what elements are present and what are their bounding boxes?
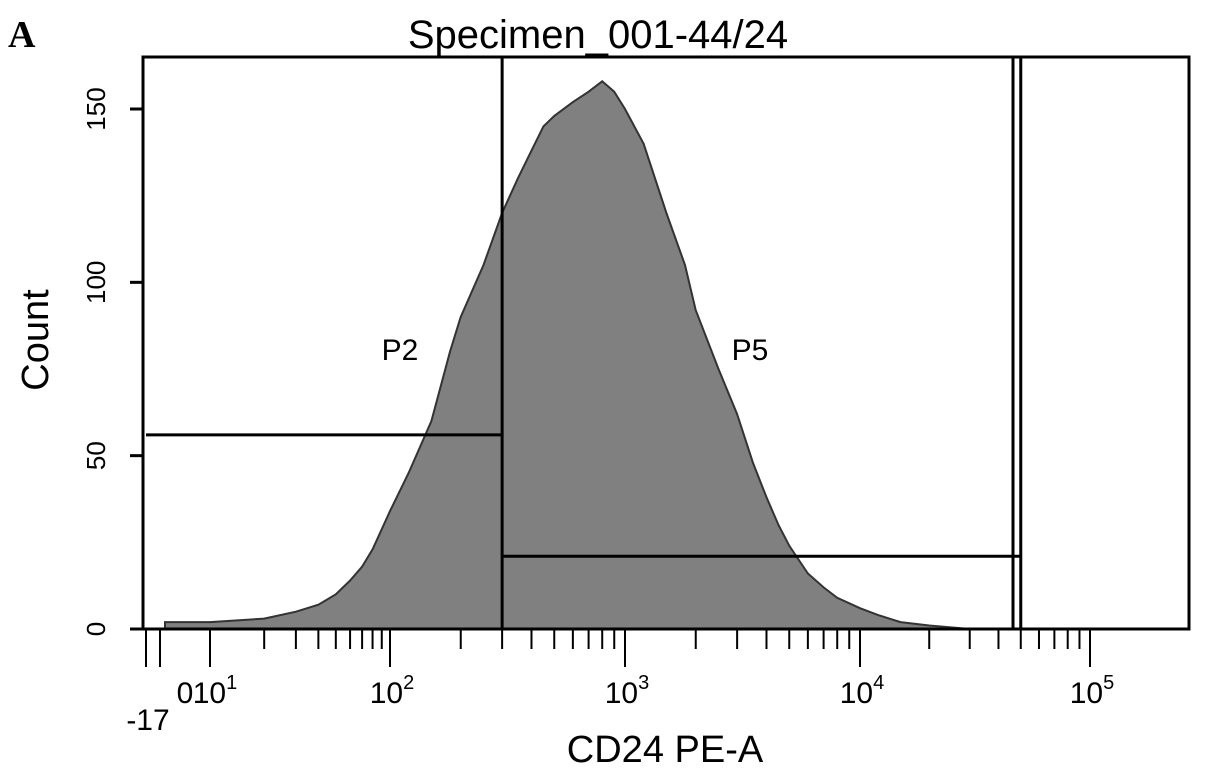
histogram-bin [752, 461, 754, 464]
x-tick-label: 101 [193, 672, 238, 710]
histogram-bin [736, 413, 738, 415]
x-tick-label: 105 [1070, 672, 1115, 710]
x-axis: -170 101 102 103 104 105 [126, 629, 1114, 737]
x-tick-label: 104 [840, 672, 885, 710]
histogram-bin [624, 108, 626, 110]
histogram-bin [717, 368, 720, 370]
x-tick-label: 102 [370, 672, 415, 710]
histogram-bin [553, 115, 556, 117]
histogram-bin [877, 614, 879, 616]
histogram-bin [765, 496, 768, 499]
histogram-bin [407, 472, 410, 474]
histogram-bin [371, 548, 374, 551]
histogram-bin [665, 212, 668, 214]
histogram-bin [601, 80, 603, 83]
gate-label-p5: P5 [732, 334, 769, 367]
gate-layer: P2 P5 [146, 57, 1023, 629]
y-axis-label: Count [15, 289, 57, 391]
x-axis-label: CD24 PE-A [567, 729, 764, 771]
histogram-bin [822, 586, 825, 589]
histogram-bin [517, 177, 519, 180]
histogram-bin [164, 621, 166, 623]
histogram-bin [449, 350, 451, 353]
x-tick-label: -17 [126, 704, 169, 737]
histogram-bin [542, 125, 545, 128]
histogram-bin [572, 101, 574, 103]
histogram-bin [807, 572, 809, 575]
histogram-layer [164, 80, 971, 630]
histogram-bin [317, 603, 320, 606]
panel-letter: A [8, 14, 36, 56]
histogram-bin [642, 142, 645, 145]
histogram-bin [482, 264, 485, 266]
y-axis: 0 50 100 150 [81, 87, 143, 636]
histogram-bin [928, 624, 930, 627]
histogram-series-0 [164, 80, 970, 630]
histogram-bin [209, 621, 211, 623]
y-tick-label: 150 [81, 87, 111, 130]
histogram-bin [459, 316, 462, 318]
histogram-bin [389, 510, 391, 512]
y-tick-label: 50 [81, 441, 111, 470]
histogram-bin [530, 149, 533, 152]
gate-label-p2: P2 [382, 334, 419, 367]
x-tick-label: 103 [605, 672, 650, 710]
y-tick-label: 0 [81, 622, 111, 636]
histogram-bin [788, 545, 791, 547]
histogram-bin [836, 597, 838, 599]
histogram-bin [349, 579, 351, 582]
histogram-bin [295, 610, 297, 613]
histogram-bin [430, 420, 433, 422]
histogram-bin [899, 621, 902, 623]
histogram-bin [684, 264, 686, 266]
histogram-bin [694, 309, 697, 311]
histogram-bin [263, 617, 266, 620]
histogram-bin [361, 565, 363, 568]
x-tick-label: 0 [177, 677, 194, 710]
histogram-bin [859, 607, 861, 609]
histogram-bin [335, 593, 337, 596]
plot-frame [141, 55, 1191, 631]
y-tick-label: 100 [81, 261, 111, 304]
histogram-bin [587, 90, 590, 93]
histogram-bin [613, 90, 615, 93]
histogram-bin [777, 524, 780, 526]
chart-title: Specimen_001-44/24 [408, 13, 788, 57]
